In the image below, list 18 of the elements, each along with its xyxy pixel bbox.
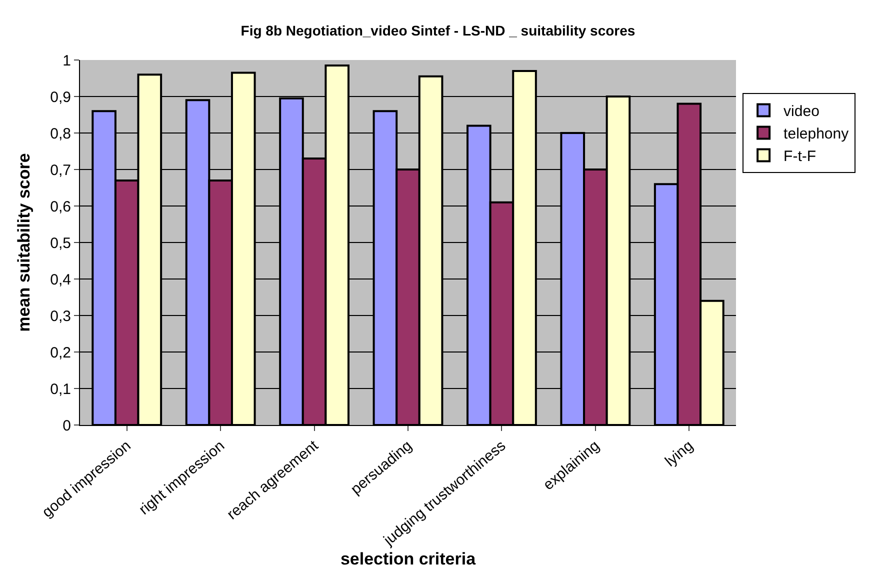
y-tick-label: 0 <box>62 417 71 434</box>
y-tick-label: 0,9 <box>50 88 71 106</box>
y-tick-label: 0,6 <box>50 198 71 216</box>
legend-label: F-t-F <box>784 148 816 166</box>
y-tick-label: 0,5 <box>50 234 71 252</box>
y-axis-title: mean suitability score <box>14 153 34 332</box>
chart-title: Fig 8b Negotiation_video Sintef - LS-ND _ suitability scores <box>240 22 636 39</box>
y-tick-label: 0,8 <box>50 125 71 142</box>
y-tick-label: 0,4 <box>50 271 71 288</box>
y-tick-label: 0,2 <box>50 344 71 362</box>
y-tick-label: 0,3 <box>50 308 71 325</box>
x-tick-label: lying <box>662 437 697 470</box>
legend-label: telephony <box>784 126 850 143</box>
x-axis-title: selection criteria <box>340 550 476 569</box>
y-tick-label: 0,7 <box>50 162 71 179</box>
y-tick-label: 1 <box>62 52 71 70</box>
y-tick-label: 0,1 <box>50 380 71 398</box>
legend-label: video <box>784 103 820 120</box>
